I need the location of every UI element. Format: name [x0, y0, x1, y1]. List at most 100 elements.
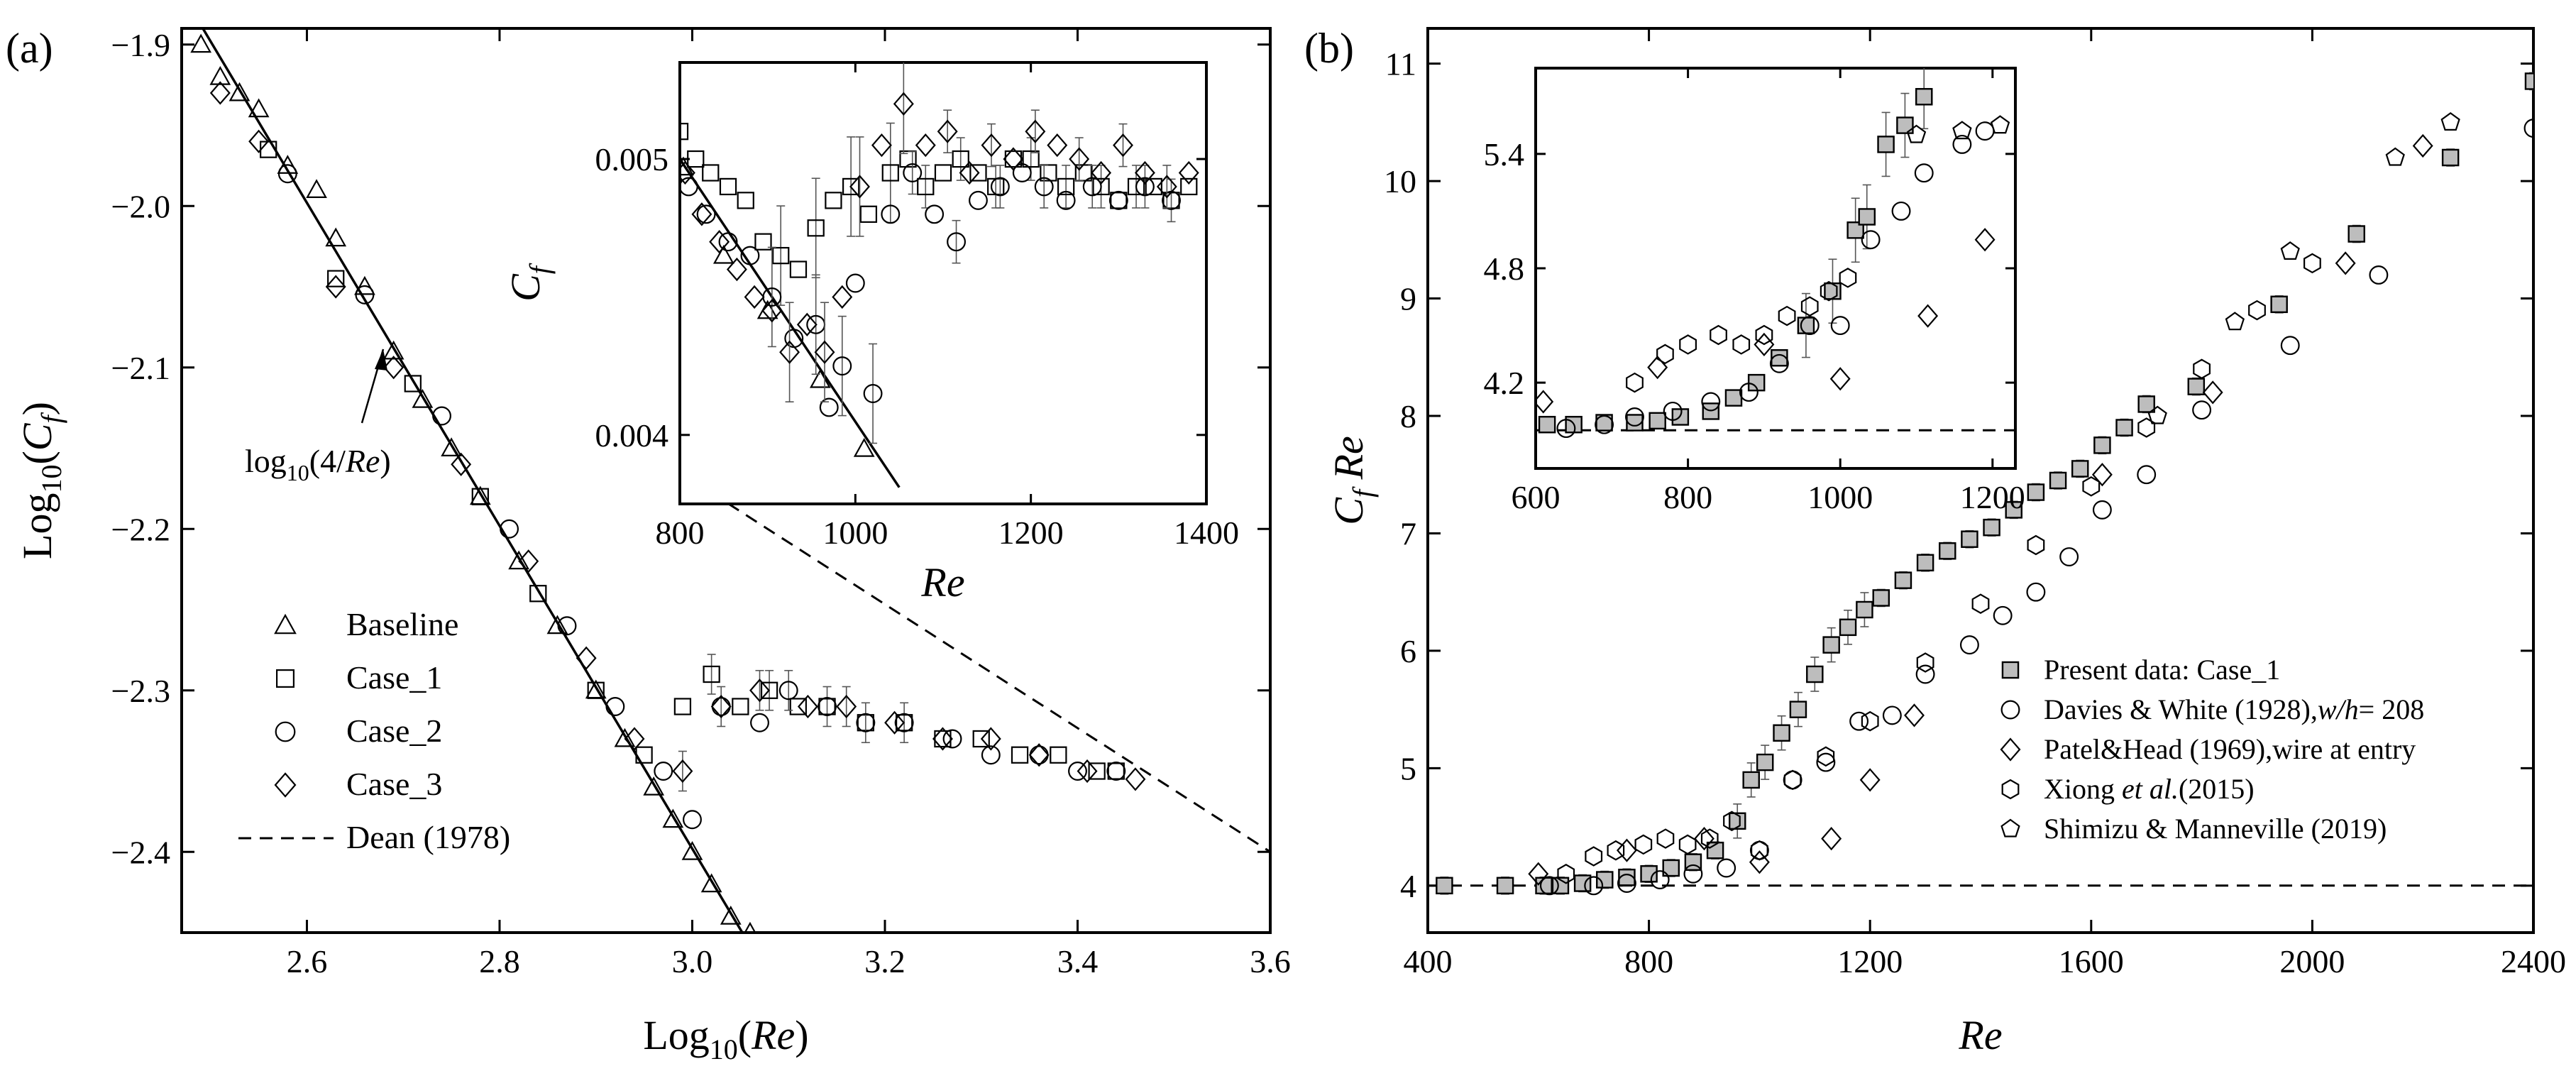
a-xtick-label: 3.2: [864, 943, 906, 979]
ib-point-xiong-et-al-2015: [1820, 280, 1838, 302]
ia-point-case-1: [807, 219, 825, 237]
a-point-case-1: [673, 698, 692, 715]
ia-plot-area: [680, 62, 1199, 488]
b-legend-marker-pentagon: [2000, 818, 2020, 837]
b-point-patel-head-1969-wire-at-entry: [1694, 827, 1714, 851]
b-point-present-data-case-1: [2524, 72, 2533, 90]
b-point-xiong-et-al-2015: [1723, 811, 1741, 832]
b-point-davies-white-1928-w-h-208: [2523, 119, 2533, 138]
ia-point-case-3: [959, 160, 980, 185]
ia-point-case-2: [1108, 190, 1128, 210]
ia-point-case-3: [709, 230, 730, 254]
a-point-baseline: [720, 905, 742, 925]
ib-xtick-label: 1200: [1960, 479, 2025, 515]
panel-a-label: (a): [6, 25, 53, 72]
a-point-case-2: [856, 713, 876, 732]
b-point-xiong-et-al-2015: [1916, 652, 1934, 673]
b-point-present-data-case-1: [2093, 436, 2111, 454]
b-point-davies-white-1928-w-h-208: [1650, 870, 1670, 889]
ia-point-case-1: [1145, 177, 1162, 196]
ia-series-case-3: [680, 62, 1199, 402]
b-plot-area: [1428, 72, 2533, 896]
b-point-present-data-case-1: [1596, 871, 1614, 889]
b-ytick-label: 10: [1384, 163, 1416, 199]
ia-point-case-1: [1057, 177, 1075, 196]
ia-point-case-1: [917, 177, 935, 196]
b-point-davies-white-1928-w-h-208: [2280, 336, 2300, 356]
ib-point-present-data-case-1: [1538, 415, 1556, 434]
ia-point-case-2: [696, 204, 716, 224]
b-point-present-data-case-1: [2270, 295, 2288, 314]
annotation-arrowhead: [375, 349, 387, 370]
a-point-case-2: [277, 164, 297, 184]
a-point-case-1: [732, 698, 749, 715]
a-plot-area: [190, 28, 1270, 933]
panel-b-plot: [1428, 72, 2533, 896]
b-point-shimizu-manneville-2019: [2147, 405, 2167, 424]
b-ylabel: Cf Re: [1326, 436, 1379, 524]
ib-point-present-data-case-1: [1915, 88, 1933, 106]
b-point-davies-white-1928-w-h-208: [1683, 864, 1703, 884]
ib-point-xiong-et-al-2015: [1800, 296, 1819, 317]
a-series-baseline: [190, 33, 756, 933]
b-ytick-label: 9: [1400, 281, 1416, 317]
b-point-present-data-case-1: [2187, 378, 2206, 395]
b-point-davies-white-1928-w-h-208: [2192, 400, 2212, 420]
b-point-present-data-case-1: [1496, 877, 1514, 895]
a-point-case-2: [1106, 762, 1126, 781]
b-point-xiong-et-al-2015: [2248, 300, 2266, 321]
a-point-case-3: [1125, 767, 1146, 791]
panel-b-legend: Present data: Case_1 Davies & White (1928…: [2000, 654, 2424, 845]
ia-point-case-3: [1156, 175, 1177, 199]
ia-ytick-label: 0.005: [595, 141, 669, 177]
a-legend-marker-case-2: [275, 721, 296, 742]
ia-point-case-2: [881, 204, 901, 224]
ia-point-case-1: [737, 192, 754, 209]
b-point-patel-head-1969-wire-at-entry: [1528, 862, 1549, 886]
b-point-present-data-case-1: [1839, 618, 1857, 637]
b-point-xiong-et-al-2015: [1607, 840, 1625, 861]
b-legend-item-xiong: Xiong et al.(2015): [2001, 773, 2255, 805]
b-ytick-label: 11: [1385, 46, 1416, 82]
a-point-baseline: [277, 155, 299, 174]
inset-a-plot: [680, 62, 1199, 488]
b-xtick-label: 1200: [1837, 943, 1903, 979]
ib-series-xiong-et-al-2015: [1626, 268, 1857, 393]
b-point-xiong-et-al-2015: [1557, 864, 1575, 884]
ia-point-case-1: [952, 150, 969, 168]
a-point-case-3: [325, 275, 346, 299]
ia-point-case-2: [832, 356, 852, 376]
ib-point-davies-white-1928-w-h-208: [1625, 407, 1644, 427]
a-legend-label: Case_1: [346, 659, 442, 696]
a-frame: [180, 27, 1272, 934]
a-legend-marker-case-3: [274, 772, 297, 798]
ib-point-davies-white-1928-w-h-208: [1914, 163, 1934, 183]
ia-point-case-1: [934, 164, 952, 182]
a-point-case-1: [934, 730, 952, 748]
b-point-xiong-et-al-2015: [1971, 593, 1990, 614]
a-point-baseline: [681, 840, 703, 860]
ia-point-case-3: [1134, 160, 1155, 185]
b-point-present-data-case-1: [1756, 753, 1774, 771]
a-point-case-3: [383, 356, 404, 380]
a-ytick-label: −2.4: [111, 834, 170, 870]
a-point-baseline: [441, 437, 462, 457]
ia-point-case-3: [680, 160, 695, 185]
b-point-present-data-case-1: [1662, 859, 1680, 877]
ia-point-case-3: [871, 133, 892, 158]
ib-ytick-label: 4.2: [1484, 365, 1525, 401]
ib-point-xiong-et-al-2015: [1626, 372, 1644, 393]
ia-point-case-2: [1082, 177, 1102, 197]
ib-point-davies-white-1928-w-h-208: [1861, 230, 1881, 250]
a-xtick-label: 3.4: [1057, 943, 1099, 979]
a-point-baseline: [248, 98, 270, 118]
ib-point-davies-white-1928-w-h-208: [1739, 383, 1758, 402]
b-point-xiong-et-al-2015: [1656, 828, 1675, 849]
ia-point-case-3: [915, 133, 936, 158]
b-point-davies-white-1928-w-h-208: [1617, 874, 1636, 893]
ia-xtick-label: 1200: [998, 515, 1064, 551]
b-xtick-label: 2400: [2501, 943, 2566, 979]
ib-point-xiong-et-al-2015: [1755, 324, 1773, 346]
b-point-present-data-case-1: [2005, 501, 2022, 519]
a-ytick-label: −2.3: [111, 673, 170, 709]
